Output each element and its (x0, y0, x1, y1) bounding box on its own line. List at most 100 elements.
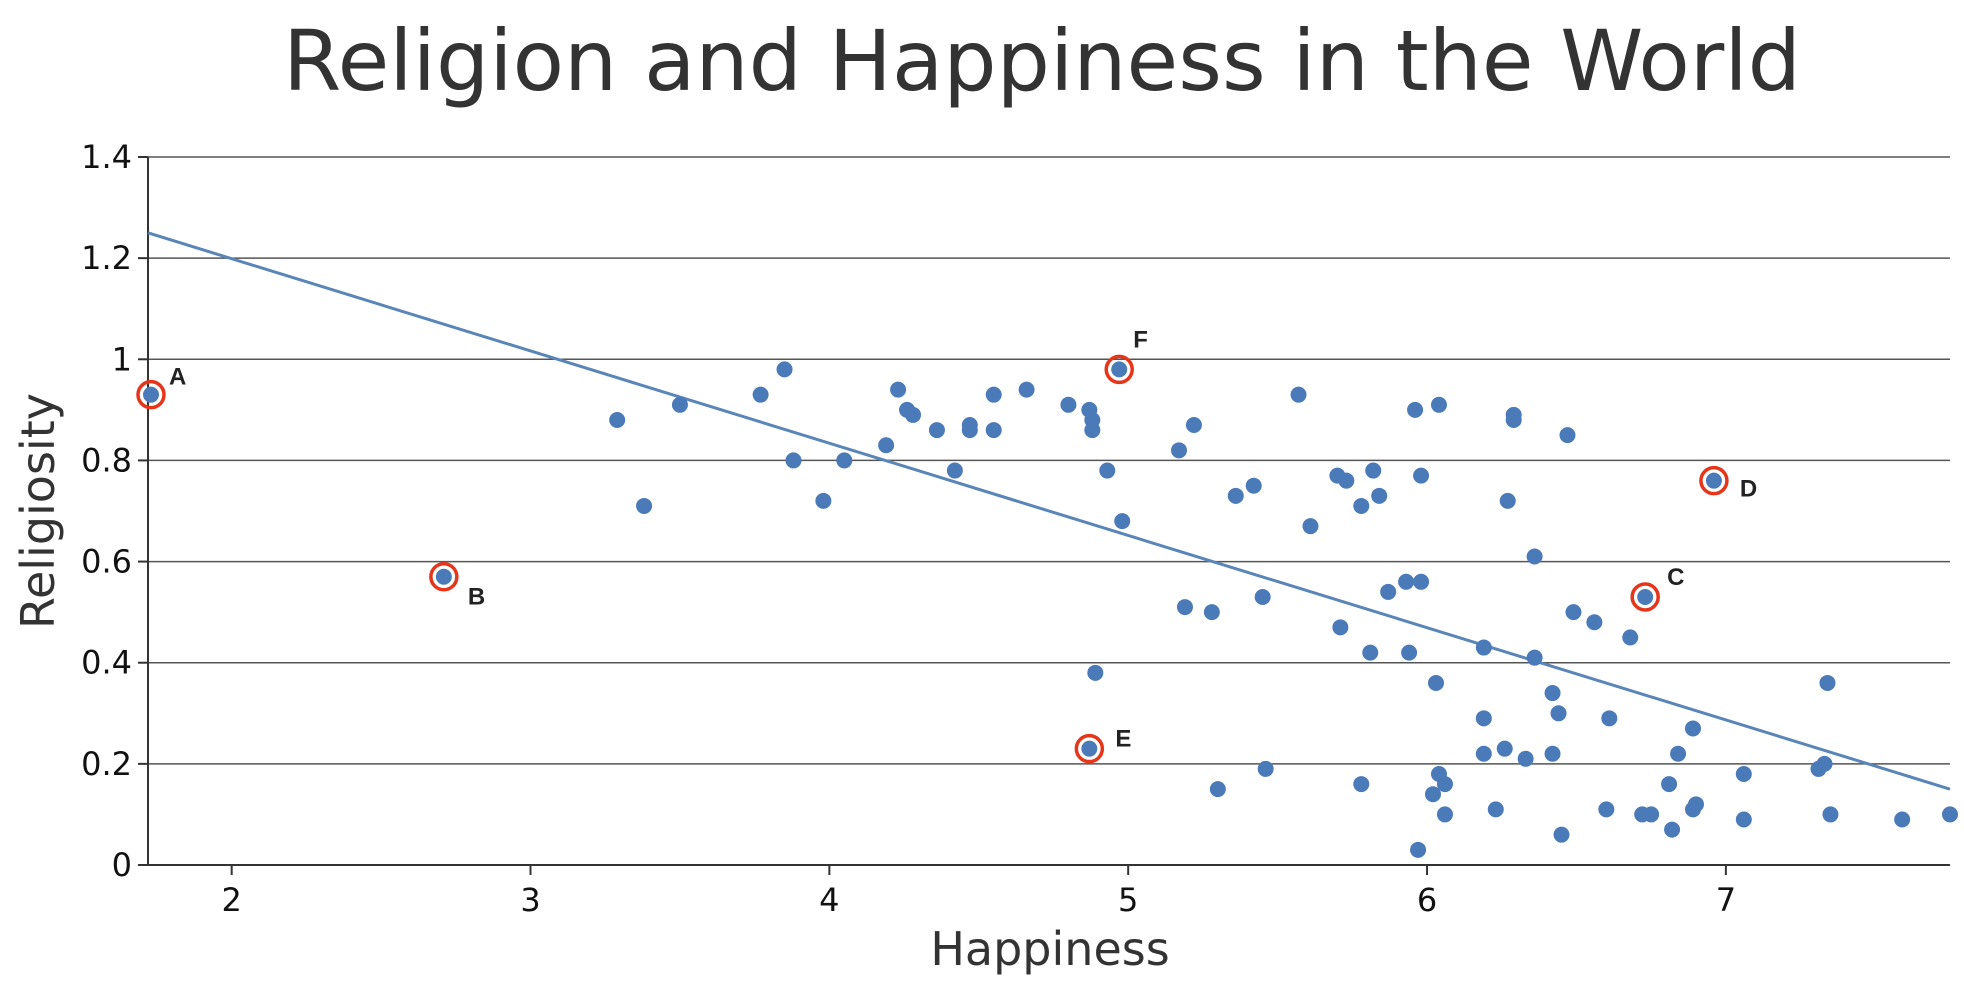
callout-label-c: C (1667, 564, 1684, 591)
chart-title: Religion and Happiness in the World (283, 12, 1801, 110)
x-axis-label: Happiness (930, 922, 1169, 976)
data-point (985, 386, 1002, 403)
highlight-ring-f (1104, 354, 1134, 385)
data-point (1290, 386, 1307, 403)
callout-label-d: D (1740, 476, 1757, 503)
y-axis-label: Religiosity (11, 393, 65, 629)
data-point (1114, 513, 1131, 530)
highlight-ring-a (136, 379, 166, 410)
data-point (1643, 806, 1660, 823)
gridlines (148, 156, 1950, 765)
data-point (1410, 841, 1427, 858)
data-point (1544, 745, 1561, 762)
data-point (785, 452, 802, 469)
data-point (1176, 599, 1193, 616)
highlighted-point-a (142, 386, 159, 403)
data-point (1257, 760, 1274, 777)
data-point (1060, 396, 1077, 413)
data-point (1427, 674, 1444, 691)
data-point (1401, 644, 1418, 661)
callout-label-f: F (1133, 326, 1148, 353)
data-point (1550, 705, 1567, 722)
data-point (1087, 664, 1104, 681)
data-point (1425, 786, 1442, 803)
data-point (1436, 776, 1453, 793)
data-point (1209, 781, 1226, 798)
x-tick-label: 5 (1118, 881, 1138, 919)
highlighted-point-d (1705, 472, 1722, 489)
data-points (609, 361, 1958, 858)
data-point (1302, 518, 1319, 535)
data-point (1487, 801, 1504, 818)
data-point (1622, 629, 1639, 646)
data-point (776, 361, 793, 378)
data-point (1371, 487, 1388, 504)
trend-line (147, 231, 1951, 791)
data-point (1018, 381, 1035, 398)
data-point (1601, 710, 1618, 727)
x-tick-label: 4 (819, 881, 839, 919)
data-point (1544, 685, 1561, 702)
data-point (1380, 583, 1397, 600)
data-point (1436, 806, 1453, 823)
data-point (1735, 765, 1752, 782)
data-point (1099, 462, 1116, 479)
data-point (1526, 649, 1543, 666)
data-point (1413, 573, 1430, 590)
highlighted-point-f (1111, 361, 1128, 378)
data-point (1526, 548, 1543, 565)
y-tick-label: 0.6 (81, 543, 132, 581)
y-tick-label: 0 (112, 846, 132, 884)
highlight-ring-b (429, 561, 459, 592)
highlighted-points: A B C D E F (136, 326, 1757, 764)
y-tick-label: 0.8 (81, 441, 132, 479)
data-point (836, 452, 853, 469)
data-point (905, 406, 922, 423)
x-tick-label: 6 (1417, 881, 1437, 919)
data-point (1430, 396, 1447, 413)
data-point (1687, 796, 1704, 813)
data-point (636, 497, 653, 514)
data-point (752, 386, 769, 403)
data-point (1496, 740, 1513, 757)
data-point (815, 492, 832, 509)
data-point (1332, 619, 1349, 636)
x-tick-label: 2 (221, 881, 241, 919)
callout-label-a: A (169, 364, 186, 391)
callout-label-b: B (468, 584, 485, 611)
data-point (1553, 826, 1570, 843)
data-point (1598, 801, 1615, 818)
data-point (890, 381, 907, 398)
data-point (1338, 472, 1355, 489)
data-point (1735, 811, 1752, 828)
data-point (1816, 755, 1833, 772)
highlight-ring-c (1630, 582, 1660, 612)
data-point (1353, 497, 1370, 514)
data-point (1942, 806, 1958, 823)
data-point (1203, 604, 1220, 621)
data-point (1362, 644, 1379, 661)
data-point (1894, 811, 1911, 828)
data-point (1084, 422, 1101, 439)
data-point (1475, 745, 1492, 762)
highlight-ring-e (1074, 733, 1105, 764)
data-point (961, 422, 978, 439)
data-point (1822, 806, 1839, 823)
data-point (1670, 745, 1687, 762)
y-tick-label: 1.4 (81, 138, 132, 176)
data-point (1559, 427, 1576, 444)
data-point (1365, 462, 1382, 479)
data-point (1586, 614, 1603, 631)
x-tick-label: 7 (1716, 881, 1736, 919)
x-tick-label: 3 (520, 881, 540, 919)
y-axis-ticks: 0 0.2 0.4 0.6 0.8 1 1.2 1.4 (81, 138, 148, 884)
data-point (1664, 821, 1681, 838)
data-point (985, 422, 1002, 439)
data-point (1227, 487, 1244, 504)
y-tick-label: 1.2 (81, 239, 132, 277)
y-tick-label: 1 (112, 340, 132, 378)
data-point (878, 437, 895, 454)
data-point (1170, 442, 1187, 459)
data-point (1475, 710, 1492, 727)
highlighted-point-b (435, 568, 452, 585)
